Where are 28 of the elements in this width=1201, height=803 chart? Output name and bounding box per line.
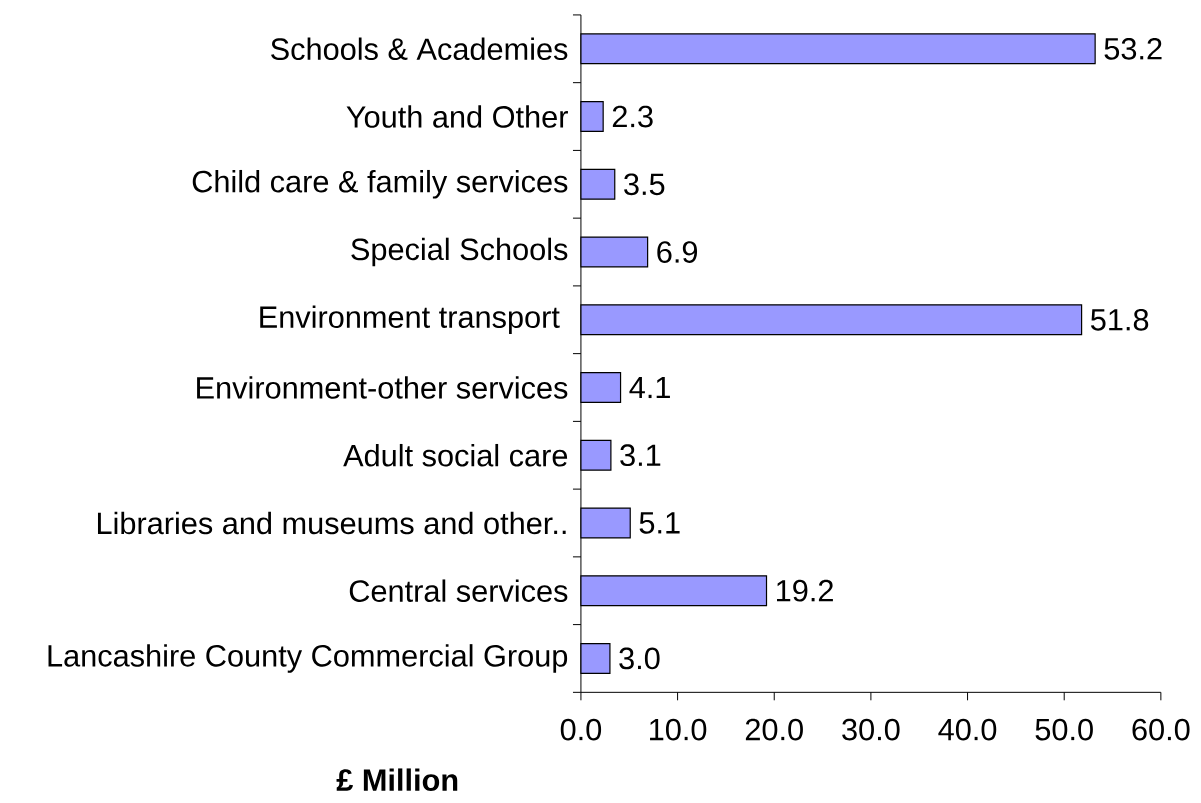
data-label: 6.9 xyxy=(657,241,698,264)
data-label: 4.1 xyxy=(629,377,670,399)
data-label: 19.2 xyxy=(777,579,833,602)
data-label: 2.3 xyxy=(612,105,653,128)
data-label: 3.1 xyxy=(620,444,661,467)
y-tick-label: Environment-other services xyxy=(197,376,568,399)
x-tick-label: 50.0 xyxy=(1035,718,1093,741)
y-tick-label: Youth and Other xyxy=(346,105,568,128)
x-tick-label: 0.0 xyxy=(560,718,602,741)
y-tick-label: Schools & Academies xyxy=(271,37,568,61)
y-tick-label: Adult social care xyxy=(343,444,568,467)
y-tick-label: Libraries and museums and other.. xyxy=(97,511,566,535)
y-tick-label: Environment transport xyxy=(260,305,560,335)
x-tick-label: 30.0 xyxy=(842,718,900,741)
y-tick-label: Central services xyxy=(349,579,568,603)
data-label: 3.0 xyxy=(619,647,660,670)
data-label: 51.8 xyxy=(1090,309,1149,331)
y-tick-label: Child care & family services xyxy=(192,170,568,199)
x-tick-label: 60.0 xyxy=(1132,718,1190,741)
data-label: 5.1 xyxy=(639,512,680,534)
x-tick-label: 10.0 xyxy=(650,718,707,741)
x-axis-title: £ Million xyxy=(336,768,458,792)
x-tick-label: 20.0 xyxy=(745,718,803,741)
y-tick-label: Special Schools xyxy=(351,237,568,267)
data-label: 53.2 xyxy=(1104,38,1162,60)
x-tick-label: 40.0 xyxy=(938,718,997,741)
data-label: 3.5 xyxy=(624,173,665,196)
y-tick-label: Lancashire County Commercial Group xyxy=(48,644,568,673)
